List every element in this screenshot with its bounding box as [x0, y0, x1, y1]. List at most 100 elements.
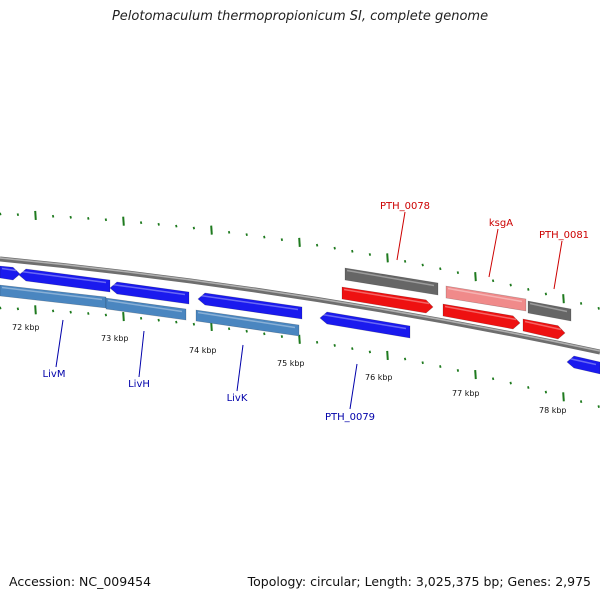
- tick-label-77kbp: 77 kbp: [452, 389, 480, 398]
- gene-livk-top-highlight: [199, 294, 299, 311]
- inner-minor-tick: [544, 390, 548, 394]
- inner-minor-tick: [192, 322, 196, 326]
- outer-minor-tick: [227, 230, 231, 234]
- inner-minor-tick: [351, 347, 354, 351]
- outer-major-tick: [34, 210, 37, 220]
- gene-livh-steel-highlight: [107, 299, 183, 313]
- outer-minor-tick: [104, 218, 108, 222]
- inner-major-tick: [474, 369, 477, 380]
- inner-minor-tick: [579, 400, 583, 404]
- outer-minor-tick: [439, 267, 442, 271]
- inner-major-tick: [386, 350, 389, 360]
- gene-livk-top[interactable]: [197, 292, 303, 320]
- inner-minor-tick: [16, 307, 20, 311]
- inner-minor-tick: [456, 369, 460, 372]
- inner-major-tick: [122, 312, 125, 322]
- outer-minor-tick: [421, 263, 424, 267]
- gene-livh-steel[interactable]: [105, 297, 187, 321]
- outer-major-tick: [474, 272, 477, 282]
- outer-minor-tick: [245, 233, 248, 237]
- gene-label-livm[interactable]: LivM: [43, 369, 66, 380]
- gene-block-pth-0078-highlight: [346, 269, 435, 287]
- accession-text: Accession: NC_009454: [9, 574, 152, 589]
- tick-label-78kbp: 78 kbp: [539, 406, 567, 415]
- inner-major-tick: [562, 392, 565, 402]
- gene-block-pth-0081-highlight: [529, 302, 568, 313]
- gene-right-edge-highlight: [568, 357, 597, 366]
- tick-label-73kbp: 73 kbp: [101, 334, 129, 343]
- outer-minor-tick: [368, 253, 372, 256]
- tick-label-75kbp: 75 kbp: [277, 359, 305, 368]
- gene-label-ksga[interactable]: ksgA: [489, 218, 513, 229]
- outer-minor-tick: [544, 292, 548, 296]
- gene-livh-top-highlight: [111, 283, 186, 296]
- gene-pth-0078-red-highlight: [343, 288, 430, 305]
- gene-label-pth-0079[interactable]: PTH_0079: [325, 412, 375, 423]
- inner-major-tick: [34, 305, 37, 315]
- gene-pth-0079[interactable]: [319, 311, 411, 339]
- inner-minor-tick: [263, 332, 266, 336]
- outer-major-tick: [210, 225, 213, 235]
- inner-minor-tick: [104, 313, 108, 317]
- outer-minor-tick: [0, 212, 2, 216]
- outer-minor-tick: [280, 238, 284, 242]
- tick-label-72kbp: 72 kbp: [12, 323, 40, 332]
- outer-minor-tick: [263, 235, 266, 239]
- inner-minor-tick: [227, 327, 231, 331]
- outer-minor-tick: [51, 214, 55, 218]
- gene-label-livh[interactable]: LivH: [128, 379, 150, 390]
- outer-minor-tick: [157, 222, 160, 226]
- outer-minor-tick: [597, 306, 600, 310]
- outer-minor-tick: [175, 224, 178, 228]
- inner-minor-tick: [245, 329, 248, 333]
- inner-minor-tick: [491, 377, 495, 381]
- gene-label-livk[interactable]: LivK: [227, 393, 248, 404]
- gene-labels: PTH_0078 ksgA PTH_0081 LivM LivH LivK PT…: [43, 201, 590, 423]
- gene-block-pth-0078[interactable]: [344, 267, 439, 296]
- outer-minor-tick: [333, 246, 336, 250]
- genome-backbone: [0, 256, 600, 355]
- gene-pth-0081-red-highlight: [524, 320, 562, 331]
- outer-minor-tick: [509, 283, 512, 287]
- gene-block-pth-0081[interactable]: [527, 300, 572, 322]
- gene-ksga-red-highlight: [444, 305, 517, 321]
- gene-livm-top-a-highlight: [1, 267, 17, 272]
- inner-tick-track: [0, 305, 600, 408]
- scale-labels: 72 kbp 73 kbp 74 kbp 75 kbp 76 kbp 77 kb…: [12, 323, 567, 415]
- inner-minor-tick: [527, 386, 530, 389]
- outer-minor-tick: [192, 226, 196, 230]
- outer-minor-tick: [351, 249, 354, 253]
- gene-pth-0078-red[interactable]: [341, 286, 434, 314]
- inner-minor-tick: [439, 365, 442, 368]
- gene-features: [0, 265, 600, 375]
- tick-label-76kbp: 76 kbp: [365, 373, 393, 382]
- gene-block-ksga[interactable]: [445, 285, 527, 312]
- inner-minor-tick: [509, 381, 512, 385]
- gene-right-edge[interactable]: [566, 355, 600, 375]
- inner-minor-tick: [333, 343, 336, 347]
- outer-minor-tick: [87, 217, 90, 220]
- gene-livm-top-b-highlight: [20, 270, 107, 284]
- gene-livm-top-a[interactable]: [0, 265, 21, 281]
- gene-label-leaders: [55, 211, 563, 410]
- gene-ksga-red[interactable]: [442, 303, 521, 330]
- inner-minor-tick: [87, 312, 90, 315]
- inner-minor-tick: [69, 310, 72, 314]
- gene-label-pth-0078[interactable]: PTH_0078: [380, 201, 430, 212]
- gene-livk-steel[interactable]: [195, 309, 300, 337]
- gene-livh-top[interactable]: [109, 281, 190, 305]
- gene-livm-top-b[interactable]: [18, 268, 111, 293]
- inner-minor-tick: [280, 335, 284, 338]
- outer-minor-tick: [527, 288, 530, 291]
- outer-minor-tick: [16, 213, 20, 217]
- outer-minor-tick: [579, 302, 583, 305]
- gene-label-pth-0081[interactable]: PTH_0081: [539, 230, 589, 241]
- outer-minor-tick: [491, 279, 495, 283]
- inner-minor-tick: [403, 357, 407, 361]
- gene-pth-0079-highlight: [321, 313, 407, 330]
- outer-major-tick: [122, 216, 125, 226]
- gene-pth-0081-red[interactable]: [522, 318, 566, 340]
- inner-minor-tick: [139, 316, 143, 320]
- outer-minor-tick: [139, 221, 143, 225]
